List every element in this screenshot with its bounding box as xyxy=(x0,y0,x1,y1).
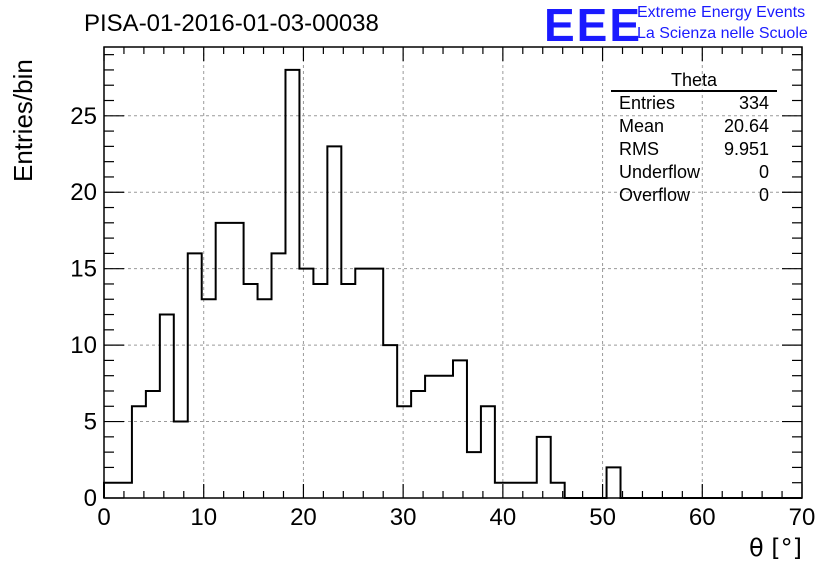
grid-lines xyxy=(104,47,802,498)
x-tick-label: 30 xyxy=(390,504,417,531)
y-tick-label: 25 xyxy=(70,103,97,130)
run-title: PISA-01-2016-01-03-00038 xyxy=(84,10,379,37)
logo-line-1: Extreme Energy Events xyxy=(637,4,806,21)
logo-line-2: La Scienza nelle Scuole xyxy=(637,25,808,42)
axis-ticks xyxy=(103,47,803,499)
stats-label: Mean xyxy=(619,116,665,136)
y-tick-label: 10 xyxy=(70,332,97,359)
x-tick-label: 0 xyxy=(97,504,110,531)
stats-value: 20.64 xyxy=(723,116,769,136)
x-tick-label: 70 xyxy=(789,504,816,531)
stats-value: 334 xyxy=(738,93,769,113)
stats-row: Overflow 0 xyxy=(611,184,777,207)
stats-row: Underflow 0 xyxy=(611,161,777,184)
stats-label: Overflow xyxy=(619,185,691,205)
stats-label: Underflow xyxy=(619,162,701,182)
tick-labels: 0 10 20 30 40 50 60 70 0 5 10 15 20 25 xyxy=(70,103,815,531)
stats-row: RMS 9.951 xyxy=(611,138,777,161)
x-tick-label: 10 xyxy=(190,504,217,531)
eee-logo: EEE xyxy=(544,0,643,51)
y-tick-label: 5 xyxy=(84,409,97,436)
stats-title: Theta xyxy=(611,70,777,92)
histogram-series xyxy=(103,68,802,499)
y-axis-label: Entries/bin xyxy=(8,59,38,182)
stats-box: Theta Entries 334 Mean 20.64 RMS 9.951 U… xyxy=(611,70,777,207)
stats-value: 0 xyxy=(758,162,769,182)
stats-label: RMS xyxy=(619,139,659,159)
plot-frame xyxy=(103,46,803,499)
stats-row: Mean 20.64 xyxy=(611,115,777,138)
y-tick-label: 15 xyxy=(70,256,97,283)
stats-row: Entries 334 xyxy=(611,92,777,115)
stats-value: 9.951 xyxy=(723,139,769,159)
stats-value: 0 xyxy=(758,185,769,205)
y-tick-label: 20 xyxy=(70,179,97,206)
x-tick-label: 60 xyxy=(689,504,716,531)
y-tick-label: 0 xyxy=(84,485,97,512)
x-tick-label: 50 xyxy=(589,504,616,531)
x-tick-label: 40 xyxy=(490,504,517,531)
stats-label: Entries xyxy=(619,93,676,113)
x-axis-label: θ [°] xyxy=(748,534,802,562)
x-tick-label: 20 xyxy=(290,504,317,531)
